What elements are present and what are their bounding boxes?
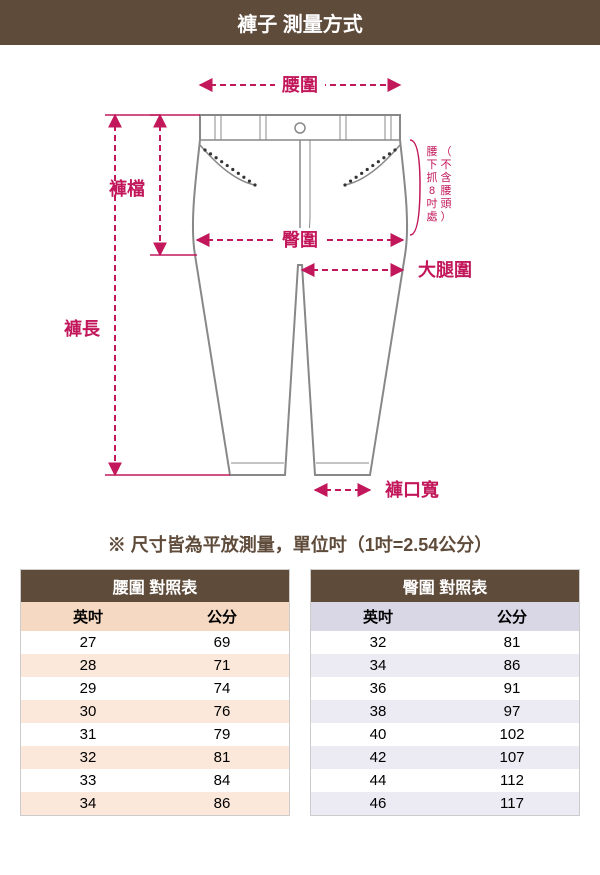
table-cell: 81 bbox=[155, 746, 289, 769]
hip-table: 臀圍 對照表英吋公分328134863691389740102421074411… bbox=[310, 569, 580, 816]
waist-table: 腰圍 對照表英吋公分276928712974307631793281338434… bbox=[20, 569, 290, 816]
table-header: 英吋公分 bbox=[21, 602, 289, 631]
svg-text:處: 處 bbox=[427, 209, 438, 223]
table-cell: 107 bbox=[445, 746, 579, 769]
table-cell: 32 bbox=[21, 746, 155, 769]
table-row: 42107 bbox=[311, 746, 579, 769]
table-row: 46117 bbox=[311, 792, 579, 815]
svg-text:含: 含 bbox=[441, 170, 452, 184]
table-row: 3486 bbox=[311, 654, 579, 677]
table-cell: 30 bbox=[21, 700, 155, 723]
svg-text:）: ） bbox=[441, 210, 452, 223]
table-cell: 86 bbox=[445, 654, 579, 677]
table-cell: 117 bbox=[445, 792, 579, 815]
svg-text:腰: 腰 bbox=[441, 184, 452, 197]
table-cell: 42 bbox=[311, 746, 445, 769]
svg-text:褲長: 褲長 bbox=[64, 318, 101, 339]
table-row: 3076 bbox=[21, 700, 289, 723]
table-cell: 76 bbox=[155, 700, 289, 723]
table-cell: 86 bbox=[155, 792, 289, 815]
table-row: 3691 bbox=[311, 677, 579, 700]
table-title: 腰圍 對照表 bbox=[21, 570, 289, 602]
table-row: 3486 bbox=[21, 792, 289, 815]
table-row: 44112 bbox=[311, 769, 579, 792]
table-cell: 40 bbox=[311, 723, 445, 746]
table-title: 臀圍 對照表 bbox=[311, 570, 579, 602]
table-cell: 31 bbox=[21, 723, 155, 746]
table-cell: 32 bbox=[311, 631, 445, 654]
table-row: 2769 bbox=[21, 631, 289, 654]
table-cell: 27 bbox=[21, 631, 155, 654]
svg-text:腰圍: 腰圍 bbox=[281, 75, 318, 95]
svg-text:腰: 腰 bbox=[427, 145, 438, 158]
table-column: 公分 bbox=[445, 602, 579, 631]
table-cell: 74 bbox=[155, 677, 289, 700]
table-cell: 69 bbox=[155, 631, 289, 654]
table-cell: 44 bbox=[311, 769, 445, 792]
table-row: 40102 bbox=[311, 723, 579, 746]
page-title: 褲子 測量方式 bbox=[0, 0, 600, 45]
table-row: 2871 bbox=[21, 654, 289, 677]
table-column: 英吋 bbox=[21, 602, 155, 631]
svg-text:臀圍: 臀圍 bbox=[282, 230, 318, 250]
table-row: 3281 bbox=[311, 631, 579, 654]
table-cell: 84 bbox=[155, 769, 289, 792]
table-column: 公分 bbox=[155, 602, 289, 631]
table-cell: 34 bbox=[21, 792, 155, 815]
table-cell: 33 bbox=[21, 769, 155, 792]
svg-text:抓: 抓 bbox=[427, 170, 438, 184]
svg-text:下: 下 bbox=[427, 159, 438, 171]
table-cell: 97 bbox=[445, 700, 579, 723]
svg-text:8: 8 bbox=[429, 185, 435, 197]
table-row: 3179 bbox=[21, 723, 289, 746]
table-row: 3897 bbox=[311, 700, 579, 723]
table-cell: 102 bbox=[445, 723, 579, 746]
table-column: 英吋 bbox=[311, 602, 445, 631]
table-cell: 29 bbox=[21, 677, 155, 700]
svg-text:不: 不 bbox=[441, 159, 452, 171]
table-header: 英吋公分 bbox=[311, 602, 579, 631]
svg-text:（: （ bbox=[441, 145, 452, 158]
table-cell: 71 bbox=[155, 654, 289, 677]
table-cell: 38 bbox=[311, 700, 445, 723]
table-cell: 91 bbox=[445, 677, 579, 700]
measurement-diagram: 腰圍臀圍大腿圍褲口寬褲檔褲長腰下抓8吋處（不含腰頭） bbox=[0, 45, 600, 525]
table-cell: 36 bbox=[311, 677, 445, 700]
svg-text:褲口寬: 褲口寬 bbox=[385, 479, 439, 500]
table-cell: 28 bbox=[21, 654, 155, 677]
table-cell: 112 bbox=[445, 769, 579, 792]
table-row: 3384 bbox=[21, 769, 289, 792]
table-cell: 34 bbox=[311, 654, 445, 677]
measurement-note: ※ 尺寸皆為平放測量，單位吋（1吋=2.54公分） bbox=[0, 525, 600, 569]
svg-text:頭: 頭 bbox=[441, 197, 452, 210]
table-cell: 81 bbox=[445, 631, 579, 654]
size-tables: 腰圍 對照表英吋公分276928712974307631793281338434… bbox=[0, 569, 600, 836]
table-row: 2974 bbox=[21, 677, 289, 700]
svg-text:吋: 吋 bbox=[427, 197, 438, 210]
table-row: 3281 bbox=[21, 746, 289, 769]
table-cell: 79 bbox=[155, 723, 289, 746]
svg-text:大腿圍: 大腿圍 bbox=[418, 259, 472, 280]
table-cell: 46 bbox=[311, 792, 445, 815]
